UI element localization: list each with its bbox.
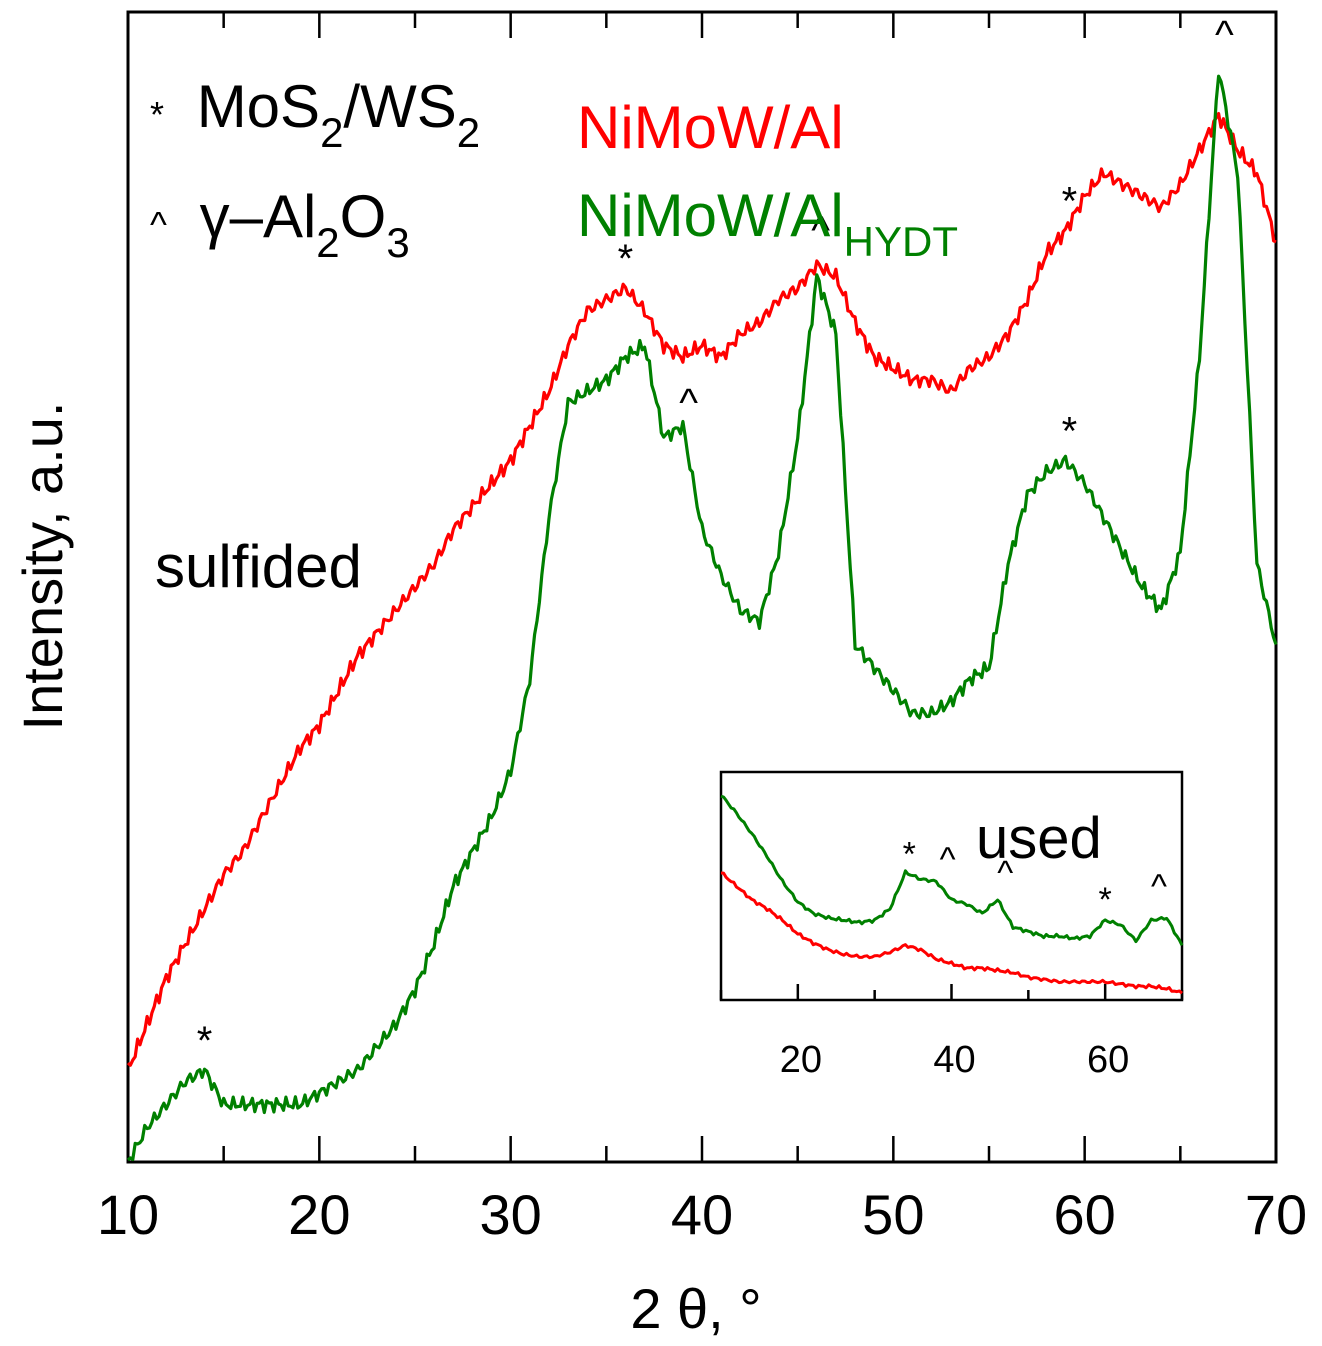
key-mos2-ws2: * MoS2/WS2 (150, 73, 480, 156)
key-mos2-sub1: 2 (320, 109, 343, 156)
x-tick-label: 70 (1245, 1183, 1307, 1246)
legend: NiMoW/Al NiMoW/AlHYDT (577, 94, 958, 265)
x-tick-label: 20 (288, 1183, 350, 1246)
y-axis-title: Intensity, a.u. (11, 402, 74, 731)
legend-entry-green-sub: HYDT (844, 218, 958, 265)
peak-marker: * (1062, 180, 1078, 224)
inset-frame (719, 770, 1184, 1002)
inset-x-tick-label: 20 (780, 1039, 822, 1081)
peak-marker: ^ (811, 209, 830, 253)
series-line-green (126, 74, 1278, 1162)
phase-key: * MoS2/WS2 ^ γ–Al2O3 (150, 73, 480, 266)
legend-entry-green-text: NiMoW/Al (577, 182, 844, 249)
x-tick-label: 10 (97, 1183, 159, 1246)
inset-peak-marker: ^ (1151, 868, 1167, 906)
key-mos2-sub2: 2 (457, 109, 480, 156)
peak-markers: * * ^ ^ * * ^ (197, 13, 1234, 1063)
key-alumina-text: γ–Al (200, 183, 317, 250)
inset-peak-markers: * ^ ^ * ^ (903, 835, 1167, 919)
sulfided-label: sulfided (155, 533, 362, 600)
x-axis-ticks: 10 20 30 40 50 60 70 (97, 12, 1307, 1246)
inset-peak-marker: ^ (997, 855, 1013, 893)
x-axis-title: 2 θ, ° (630, 1277, 761, 1340)
inset-series-line-red (720, 871, 1183, 995)
inset-x-tick-label: 40 (933, 1039, 975, 1081)
legend-entry-red: NiMoW/Al (577, 94, 844, 161)
peak-marker: * (618, 237, 634, 281)
key-alumina-mid: O (340, 183, 387, 250)
x-tick-label: 60 (1054, 1183, 1116, 1246)
inset-peak-marker: * (903, 835, 916, 873)
key-alumina-sub1: 2 (316, 219, 339, 266)
inset-x-axis-ticks: 20 40 60 (719, 984, 1184, 1081)
inset-series-group (720, 794, 1184, 995)
peak-marker: * (197, 1019, 213, 1063)
inset-chart: 20 40 60 * ^ ^ * ^ used (719, 770, 1184, 1081)
x-tick-label: 40 (671, 1183, 733, 1246)
peak-marker: ^ (679, 381, 698, 425)
inset-peak-marker: * (1099, 881, 1112, 919)
series-line-red (126, 111, 1277, 1067)
inset-series-line-green (720, 794, 1184, 946)
key-alumina: ^ γ–Al2O3 (150, 183, 410, 266)
peak-marker: ^ (1215, 13, 1234, 57)
legend-entry-green: NiMoW/AlHYDT (577, 182, 958, 265)
legend-entry-red-text: NiMoW/Al (577, 94, 844, 161)
key-alumina-sub2: 3 (386, 219, 409, 266)
key-mos2-symbol: * (150, 94, 164, 135)
series-group (126, 74, 1278, 1162)
inset-peak-marker: ^ (940, 841, 956, 879)
key-mos2-mid: /WS (343, 73, 456, 140)
inset-label: used (976, 806, 1102, 871)
inset-x-tick-label: 60 (1087, 1039, 1129, 1081)
peak-marker: * (1062, 410, 1078, 454)
x-tick-label: 30 (480, 1183, 542, 1246)
x-tick-label: 50 (862, 1183, 924, 1246)
key-mos2-text: MoS (197, 73, 320, 140)
key-alumina-symbol: ^ (150, 204, 167, 245)
